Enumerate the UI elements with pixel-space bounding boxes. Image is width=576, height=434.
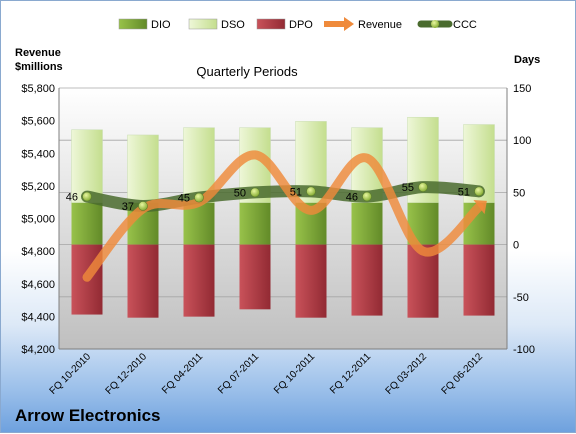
- ccc-data-label: 45: [178, 193, 190, 205]
- bar-dpo: [239, 244, 271, 310]
- ccc-point: [474, 186, 484, 197]
- ccc-data-label: 51: [290, 186, 302, 198]
- left-tick-label: $4,800: [21, 246, 55, 258]
- ccc-point: [306, 186, 316, 197]
- left-axis-label-line1: Revenue: [15, 47, 61, 59]
- ccc-point: [250, 187, 260, 198]
- category-label: FQ 03-2012: [384, 351, 430, 397]
- legend-label-ccc: CCC: [453, 19, 477, 31]
- bars: [71, 116, 495, 318]
- right-tick-label: 150: [513, 83, 531, 95]
- legend-swatch-dio: [118, 18, 148, 30]
- bar-dpo: [127, 244, 159, 318]
- legend-swatch-dso: [188, 18, 218, 30]
- company-name: Arrow Electronics: [15, 406, 161, 425]
- ccc-data-label: 50: [234, 187, 246, 199]
- legend-arrow-revenue: [344, 17, 354, 31]
- left-tick-label: $5,600: [21, 116, 55, 128]
- ccc-data-label: 55: [402, 182, 414, 194]
- ccc-data-label: 46: [346, 192, 358, 204]
- category-label: FQ 04-2011: [160, 351, 205, 396]
- ccc-data-label: 51: [458, 186, 470, 198]
- legend-label-dio: DIO: [151, 19, 171, 31]
- ccc-point: [82, 191, 92, 202]
- bar-dpo: [407, 244, 439, 318]
- bar-dso: [127, 134, 159, 204]
- ccc-point: [362, 191, 372, 202]
- ccc-data-label: 37: [122, 201, 134, 213]
- revenue-arrowhead: [473, 200, 487, 215]
- right-tick-label: 0: [513, 240, 519, 252]
- left-tick-label: $5,400: [21, 148, 55, 160]
- right-tick-label: 100: [513, 135, 531, 147]
- ccc-data-label: 46: [66, 192, 78, 204]
- chart-title: Quarterly Periods: [196, 64, 298, 79]
- left-axis-label-line2: $millions: [15, 61, 63, 73]
- right-tick-label: -100: [513, 344, 535, 356]
- left-tick-label: $4,200: [21, 344, 55, 356]
- ccc-point: [138, 201, 148, 211]
- left-tick-label: $5,800: [21, 83, 55, 95]
- right-tick-label: 50: [513, 187, 525, 199]
- ccc-point: [418, 182, 428, 192]
- legend-marker-ccc: [431, 20, 439, 28]
- category-label: FQ 07-2011: [216, 351, 261, 396]
- right-axis-label: Days: [514, 54, 540, 66]
- bar-dpo: [183, 244, 215, 317]
- lines: 46 37 45 50 51 46 55 51: [66, 150, 487, 282]
- bar-dio: [351, 202, 383, 245]
- legend-label-revenue: Revenue: [358, 19, 402, 31]
- bar-dio: [71, 202, 103, 245]
- category-label: FQ 06-2012: [440, 351, 486, 397]
- left-tick-label: $5,200: [21, 181, 55, 193]
- category-label: FQ 12-2011: [328, 351, 373, 396]
- bar-dio: [239, 202, 271, 245]
- left-tick-label: $4,400: [21, 311, 55, 323]
- category-label: FQ 10-2011: [272, 351, 317, 396]
- category-label: FQ 12-2010: [104, 351, 150, 397]
- bar-dpo: [463, 244, 495, 316]
- bar-dio: [183, 202, 215, 245]
- legend-swatch-dpo: [256, 18, 286, 30]
- left-tick-label: $5,000: [21, 214, 55, 226]
- bar-dpo: [295, 244, 327, 318]
- ccc-point: [194, 192, 204, 203]
- legend-label-dpo: DPO: [289, 19, 313, 31]
- legend: DIO DSO DPO Revenue CCC: [118, 17, 477, 31]
- legend-label-dso: DSO: [221, 19, 245, 31]
- category-label: FQ 10-2010: [48, 351, 94, 397]
- left-tick-label: $4,600: [21, 279, 55, 291]
- right-tick-label: -50: [513, 292, 529, 304]
- revenue-line: [82, 150, 484, 282]
- bar-dpo: [351, 244, 383, 316]
